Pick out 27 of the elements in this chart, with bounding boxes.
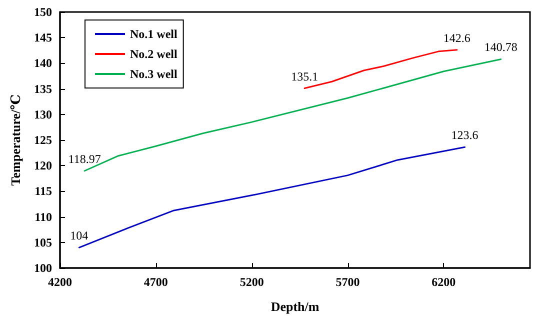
data-label: 142.6 xyxy=(443,30,470,45)
x-tick-label: 4700 xyxy=(144,275,168,289)
legend-label: No.3 well xyxy=(130,67,178,81)
data-label: 140.78 xyxy=(484,40,518,54)
y-tick-label: 135 xyxy=(34,82,52,96)
y-tick-label: 150 xyxy=(34,5,52,19)
data-label: 104 xyxy=(70,228,88,243)
x-axis-title: Depth/m xyxy=(270,299,320,314)
y-tick-label: 125 xyxy=(34,133,52,147)
x-tick-label: 5700 xyxy=(336,275,360,289)
y-tick-label: 140 xyxy=(34,56,52,70)
y-tick-label: 105 xyxy=(34,235,52,250)
y-tick-label: 145 xyxy=(34,30,52,45)
x-tick-label: 6200 xyxy=(432,275,456,289)
data-label: 135.1 xyxy=(291,69,318,84)
x-tick-label: 4200 xyxy=(48,275,72,289)
y-tick-label: 100 xyxy=(34,261,52,275)
legend-label: No.2 well xyxy=(130,47,178,61)
y-tick-label: 120 xyxy=(34,158,52,173)
y-axis-title: Temperature/℃ xyxy=(8,94,23,186)
y-tick-label: 115 xyxy=(34,184,52,198)
legend-label: No.1 well xyxy=(130,27,178,41)
y-tick-label: 110 xyxy=(34,210,52,224)
y-tick-label: 130 xyxy=(34,107,52,122)
data-label: 123.6 xyxy=(451,128,478,142)
x-tick-label: 5200 xyxy=(240,275,264,289)
data-label: 118.97 xyxy=(68,152,101,166)
